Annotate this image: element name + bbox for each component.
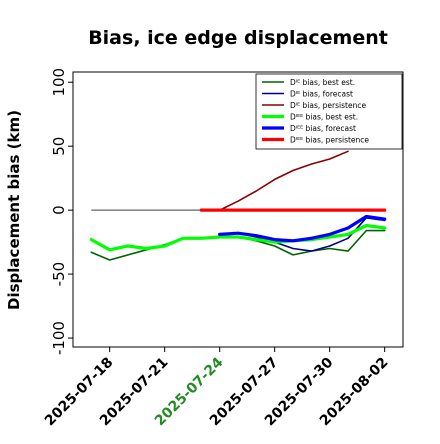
plot-frame [72,71,404,348]
chart-title: Bias, ice edge displacement [88,27,388,49]
y-tick-label: 50 [50,137,68,156]
legend-label: Dᴵᴱ bias, forecast [290,89,353,98]
legend: Dᴵᴱ bias, best est. Dᴵᴱ bias, forecast Dᴵᴱ… [255,73,403,150]
legend-label: Dᴵᴱ bias, persistence [290,101,366,110]
legend-label: Dᴵᴱ bias, best est. [290,78,355,87]
legend-box [255,73,403,150]
series-line-3 [218,150,349,211]
series-line-5 [218,214,387,243]
y-axis-label: Displacement bias (km) [5,110,23,310]
y-tick-label: 0 [50,205,68,215]
y-tick-label: -50 [50,262,68,287]
y-tick-label: -100 [50,321,68,355]
legend-label: Dᴵᴱᴱ bias, forecast [290,124,356,133]
y-tick-label: 100 [50,68,68,97]
series-line-4 [89,223,387,252]
legend-label: Dᴵᴱᴱ bias, best est. [290,112,358,121]
legend-label: Dᴵᴱᴱ bias, persistence [290,135,369,144]
